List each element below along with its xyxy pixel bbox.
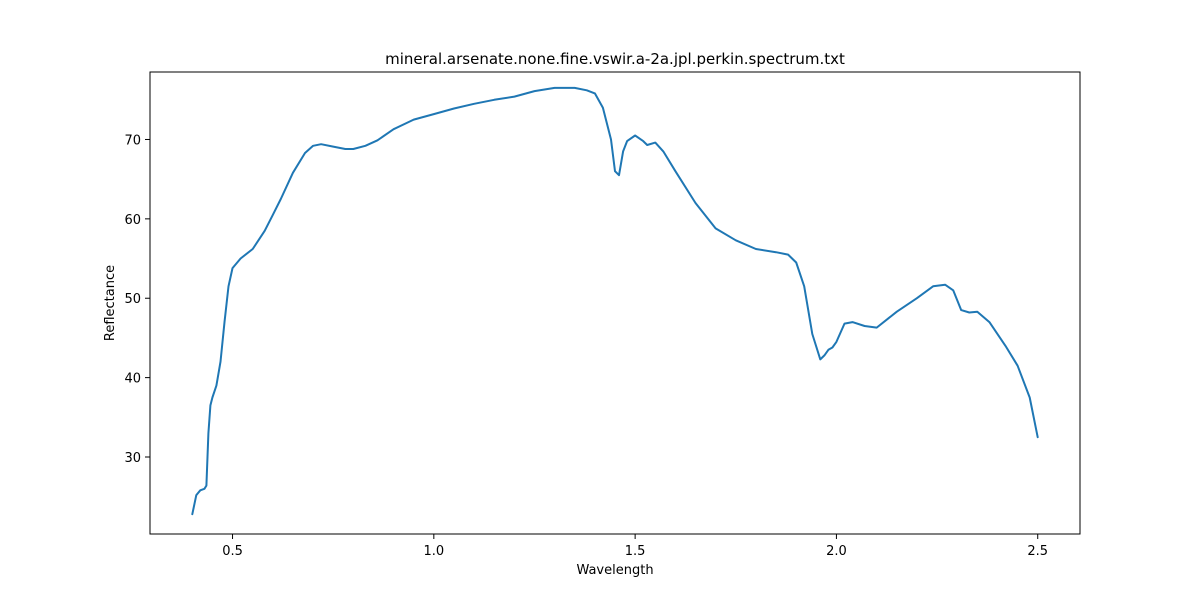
x-tick-label: 2.5 (1027, 544, 1048, 559)
x-tick-label: 1.0 (423, 544, 444, 559)
plot-area (149, 71, 1081, 535)
y-tick-label: 70 (124, 133, 141, 148)
y-tick-label: 30 (124, 451, 141, 466)
x-tick-label: 0.5 (222, 544, 243, 559)
y-tick-label: 60 (124, 213, 141, 228)
x-axis-ticks: 0.5 1.0 1.5 2.0 2.5 (222, 534, 1048, 559)
x-tick-label: 1.5 (625, 544, 646, 559)
y-tick-label: 50 (124, 292, 141, 307)
series-line (191, 86, 1039, 516)
y-tick-label: 40 (124, 372, 141, 387)
x-axis-label: Wavelength (576, 563, 653, 578)
y-axis-ticks: 30 40 50 60 70 (124, 133, 150, 466)
axes-frame (149, 71, 1081, 535)
x-tick-label: 2.0 (826, 544, 847, 559)
y-axis-label: Reflectance (103, 265, 118, 341)
chart-title: mineral.arsenate.none.fine.vswir.a-2a.jp… (385, 50, 845, 68)
